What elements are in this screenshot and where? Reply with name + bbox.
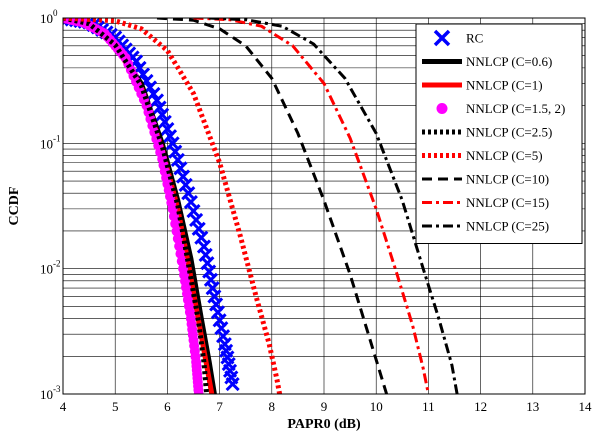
x-tick-label: 8: [269, 399, 276, 414]
legend-entry: NNLCP (C=10): [422, 172, 549, 187]
legend-label: NNLCP (C=10): [466, 172, 549, 187]
dot-marker: [175, 248, 186, 259]
rc-marker: [165, 136, 180, 151]
legend-swatch: [433, 29, 451, 47]
series-7: [156, 18, 389, 394]
x-tick-label: 9: [321, 399, 328, 414]
x-tick-label: 13: [526, 399, 539, 414]
x-tick-label: 5: [112, 399, 119, 414]
y-tick-exponent: 0: [53, 8, 58, 18]
y-tick-exponent: -2: [53, 259, 61, 269]
legend-entry: RC: [433, 29, 483, 47]
y-axis-title: CCDF: [7, 187, 22, 226]
rc-marker: [175, 169, 191, 184]
y-tick-exponent: -3: [53, 384, 61, 394]
x-tick-label: 11: [422, 399, 435, 414]
series-9: [209, 18, 459, 394]
series-line: [193, 18, 430, 394]
series-line: [209, 18, 459, 394]
legend-label: NNLCP (C=1.5, 2): [466, 101, 565, 116]
legend-label: NNLCP (C=1): [466, 78, 543, 93]
legend-label: NNLCP (C=25): [466, 219, 549, 234]
legend-entry: NNLCP (C=1): [422, 78, 543, 93]
x-tick-label: 6: [164, 399, 171, 414]
legend-label: NNLCP (C=15): [466, 195, 549, 210]
x-tick-label: 4: [60, 399, 67, 414]
legend-label: NNLCP (C=0.6): [466, 54, 552, 69]
y-tick-label: 10: [40, 387, 53, 402]
legend: RC NNLCP (C=0.6) NNLCP (C=1) NNLCP (C=1.5, …: [415, 23, 583, 244]
legend-entry: NNLCP (C=5): [422, 148, 543, 163]
legend-entry: NNLCP (C=2.5): [422, 125, 552, 140]
rc-marker: [225, 377, 240, 392]
dot-marker: [167, 203, 178, 214]
y-tick-label: 10: [40, 262, 53, 277]
x-tick-label: 10: [370, 399, 383, 414]
legend-entry: NNLCP (C=0.6): [422, 54, 552, 69]
dot-marker: [171, 226, 182, 237]
dot-marker: [174, 241, 185, 252]
rc-marker: [170, 152, 185, 168]
dot-marker: [172, 233, 183, 244]
series-1: [63, 18, 240, 392]
series-layer: [63, 18, 459, 394]
legend-label: NNLCP (C=2.5): [466, 125, 552, 140]
x-tick-label: 14: [579, 399, 593, 414]
y-tick-label: 10: [40, 136, 53, 151]
dot-marker: [170, 218, 181, 229]
legend-label: RC: [466, 31, 483, 46]
legend-entry: NNLCP (C=25): [422, 219, 549, 234]
legend-swatch: [436, 103, 448, 114]
series-8: [193, 18, 430, 394]
legend-label: NNLCP (C=5): [466, 148, 543, 163]
x-tick-label: 12: [474, 399, 487, 414]
x-tick-label: 7: [216, 399, 223, 414]
plot-frame: [62, 17, 586, 395]
rc-marker: [173, 161, 188, 176]
series-line: [156, 18, 389, 394]
legend-entry: NNLCP (C=15): [422, 195, 549, 210]
dot-marker: [176, 256, 187, 267]
series-line: [63, 18, 210, 394]
dot-marker: [193, 389, 204, 394]
rc-marker: [168, 144, 183, 159]
legend-entry: NNLCP (C=1.5, 2): [436, 101, 565, 116]
y-tick-label: 10: [40, 11, 53, 26]
x-axis-title: PAPR0 (dB): [287, 417, 361, 432]
y-tick-exponent: -1: [53, 133, 61, 143]
rc-marker: [178, 177, 193, 192]
x-tick-labels: 4 5 6 7 8 9 10 11 12 13 14: [60, 399, 592, 414]
series-5: [63, 18, 210, 394]
dot-marker: [168, 211, 179, 222]
